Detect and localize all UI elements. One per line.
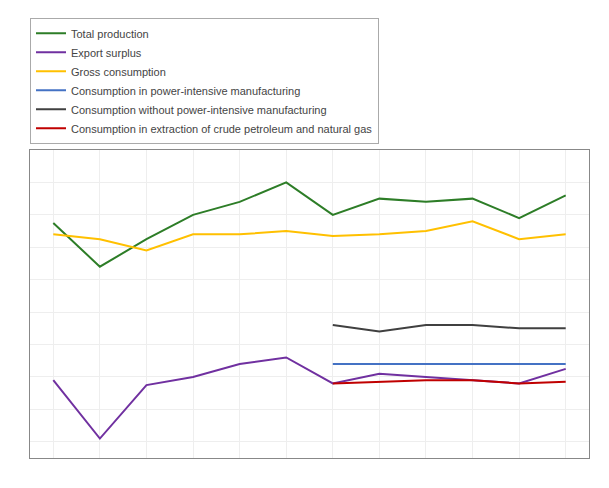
svg-text:Gross consumption: Gross consumption bbox=[71, 66, 166, 78]
svg-text:Consumption without power-inte: Consumption without power-intensive manu… bbox=[71, 104, 327, 116]
svg-text:Consumption in power-intensive: Consumption in power-intensive manufactu… bbox=[71, 85, 300, 97]
svg-text:Consumption in extraction of c: Consumption in extraction of crude petro… bbox=[71, 123, 372, 135]
svg-text:Export surplus: Export surplus bbox=[71, 47, 142, 59]
svg-text:Total production: Total production bbox=[71, 28, 149, 40]
